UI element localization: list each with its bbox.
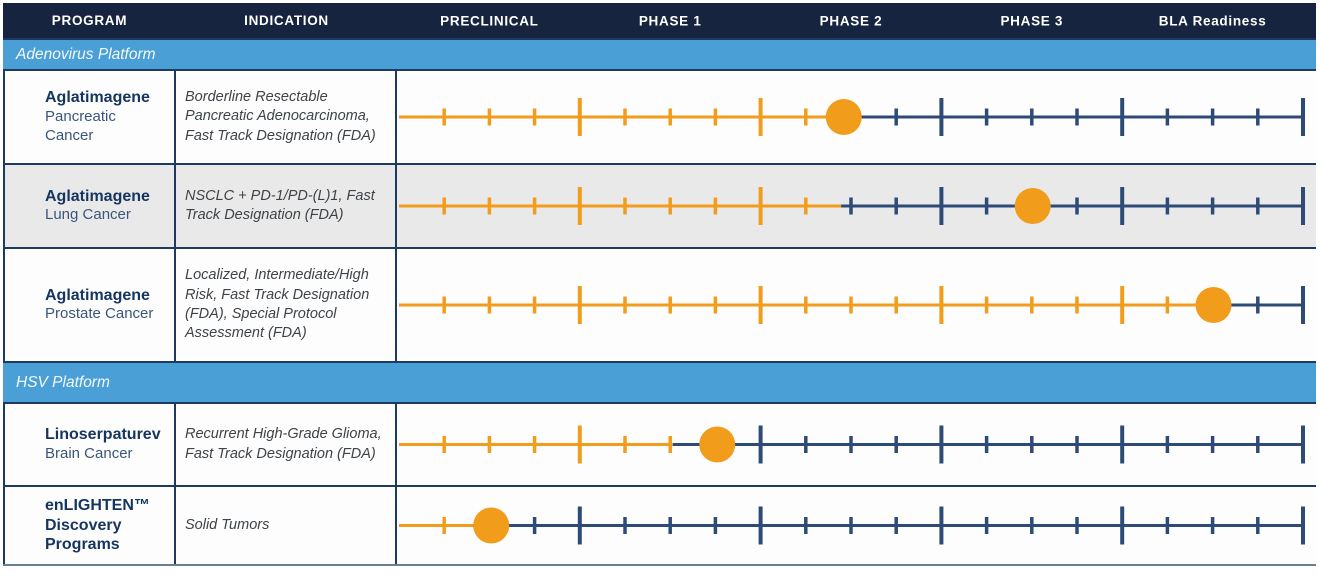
col-header-indication: INDICATION: [244, 13, 329, 28]
col-header-phase-2: PHASE 2: [819, 13, 883, 28]
platform-row-hsv: HSV Platform: [3, 361, 1316, 402]
pipeline-table: PROGRAM INDICATION PRECLINICAL PHASE 1 P…: [3, 3, 1316, 566]
program-cell: Aglatimagene Pancreatic Cancer: [3, 71, 176, 163]
col-header-preclinical: PRECLINICAL: [440, 13, 539, 28]
program-name: Linoserpaturev: [45, 426, 161, 444]
indication-text: NSCLC + PD-1/PD-(L)1, Fast Track Designa…: [176, 165, 397, 247]
indication-text: Localized, Intermediate/High Risk, Fast …: [176, 249, 397, 361]
indication-text: Recurrent High-Grade Glioma, Fast Track …: [176, 404, 397, 485]
phase-header-area: PRECLINICAL PHASE 1 PHASE 2 PHASE 3 BLA …: [397, 3, 1316, 38]
program-row-brain: Linoserpaturev Brain Cancer Recurrent Hi…: [3, 402, 1316, 485]
program-name: Aglatimagene: [45, 286, 150, 304]
indication-text: Solid Tumors: [176, 487, 397, 564]
stage-marker-dot: [1014, 188, 1051, 224]
program-cancer-type: Prostate Cancer: [45, 305, 154, 323]
platform-row-adenovirus: Adenovirus Platform: [3, 38, 1316, 69]
program-row-pancreatic: Aglatimagene Pancreatic Cancer Borderlin…: [3, 69, 1316, 163]
program-cancer-type: Brain Cancer: [45, 444, 133, 462]
program-cancer-type: Pancreatic Cancer: [45, 108, 116, 144]
indication-text: Borderline Resectable Pancreatic Adenoca…: [176, 71, 397, 163]
timeline-brain: [397, 404, 1316, 485]
timeline-svg: [399, 187, 1305, 225]
timeline-svg: [399, 286, 1305, 324]
stage-marker-dot: [1195, 287, 1232, 323]
stage-marker-dot: [825, 99, 862, 135]
timeline-svg: [399, 425, 1305, 464]
program-row-prostate: Aglatimagene Prostate Cancer Localized, …: [3, 247, 1316, 361]
stage-marker-dot: [699, 426, 736, 463]
program-cancer-type: Lung Cancer: [45, 206, 131, 224]
col-header-bla-readiness: BLA Readiness: [1158, 13, 1267, 28]
timeline-enlighten: [397, 487, 1316, 564]
timeline-pancreatic: [397, 71, 1316, 163]
timeline-prostate: [397, 249, 1316, 361]
col-header-phase-1: PHASE 1: [638, 13, 702, 28]
program-cell: Linoserpaturev Brain Cancer: [3, 404, 176, 485]
program-cell: enLIGHTEN™ Discovery Programs: [3, 487, 176, 564]
program-name: Aglatimagene: [45, 187, 150, 205]
program-row-enlighten: enLIGHTEN™ Discovery Programs Solid Tumo…: [3, 485, 1316, 566]
timeline-svg: [399, 506, 1305, 545]
program-name: Aglatimagene: [45, 89, 150, 107]
col-header-program: PROGRAM: [51, 13, 128, 28]
timeline-svg: [399, 98, 1305, 136]
program-row-lung: Aglatimagene Lung Cancer NSCLC + PD-1/PD…: [3, 163, 1316, 247]
program-cell: Aglatimagene Lung Cancer: [3, 165, 176, 247]
header-row: PROGRAM INDICATION PRECLINICAL PHASE 1 P…: [3, 3, 1316, 38]
program-name: enLIGHTEN™ Discovery Programs: [45, 497, 150, 554]
stage-marker-dot: [473, 507, 510, 544]
timeline-lung: [397, 165, 1316, 247]
program-cell: Aglatimagene Prostate Cancer: [3, 249, 176, 361]
col-header-phase-3: PHASE 3: [1000, 13, 1064, 28]
